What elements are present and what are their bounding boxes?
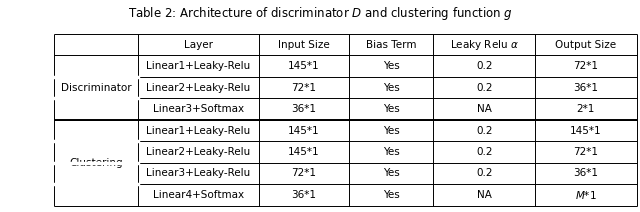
- Text: Linear3+Leaky-Relu: Linear3+Leaky-Relu: [147, 169, 251, 179]
- Text: Leaky Relu $\alpha$: Leaky Relu $\alpha$: [450, 38, 518, 52]
- Text: Yes: Yes: [383, 126, 399, 135]
- Text: Linear3+Softmax: Linear3+Softmax: [153, 104, 244, 114]
- Text: Bias Term: Bias Term: [366, 40, 417, 50]
- Text: Yes: Yes: [383, 147, 399, 157]
- Text: Linear4+Softmax: Linear4+Softmax: [153, 190, 244, 200]
- Text: Discriminator: Discriminator: [61, 83, 132, 93]
- Text: NA: NA: [477, 190, 492, 200]
- Text: 145*1: 145*1: [288, 126, 320, 135]
- Text: 36*1: 36*1: [573, 169, 598, 179]
- Text: Yes: Yes: [383, 83, 399, 93]
- Text: Yes: Yes: [383, 61, 399, 71]
- Text: 36*1: 36*1: [291, 190, 316, 200]
- Text: Linear2+Leaky-Relu: Linear2+Leaky-Relu: [147, 83, 251, 93]
- Text: 145*1: 145*1: [570, 126, 602, 135]
- Text: Table 2: Architecture of discriminator $D$ and clustering function $g$: Table 2: Architecture of discriminator $…: [127, 5, 513, 22]
- Text: 145*1: 145*1: [288, 61, 320, 71]
- Text: 145*1: 145*1: [288, 147, 320, 157]
- Text: 72*1: 72*1: [573, 147, 598, 157]
- Text: 0.2: 0.2: [476, 147, 492, 157]
- Text: 72*1: 72*1: [291, 169, 316, 179]
- Text: Linear1+Leaky-Relu: Linear1+Leaky-Relu: [147, 61, 251, 71]
- Text: 0.2: 0.2: [476, 61, 492, 71]
- Text: $M$*1: $M$*1: [575, 189, 597, 201]
- Text: 36*1: 36*1: [573, 83, 598, 93]
- Text: Linear2+Leaky-Relu: Linear2+Leaky-Relu: [147, 147, 251, 157]
- Text: 72*1: 72*1: [291, 83, 316, 93]
- Text: Yes: Yes: [383, 190, 399, 200]
- Text: Yes: Yes: [383, 169, 399, 179]
- Text: 72*1: 72*1: [573, 61, 598, 71]
- Text: Clustering: Clustering: [70, 158, 124, 168]
- Text: Linear1+Leaky-Relu: Linear1+Leaky-Relu: [147, 126, 251, 135]
- Text: Output Size: Output Size: [556, 40, 616, 50]
- Text: 36*1: 36*1: [291, 104, 316, 114]
- Text: 0.2: 0.2: [476, 169, 492, 179]
- Text: Layer: Layer: [184, 40, 213, 50]
- Text: 0.2: 0.2: [476, 126, 492, 135]
- Text: 2*1: 2*1: [577, 104, 595, 114]
- Text: 0.2: 0.2: [476, 83, 492, 93]
- Text: Yes: Yes: [383, 104, 399, 114]
- Text: NA: NA: [477, 104, 492, 114]
- Text: Input Size: Input Size: [278, 40, 330, 50]
